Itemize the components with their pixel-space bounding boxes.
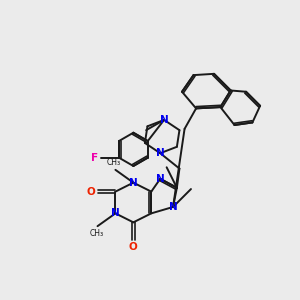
Text: CH₃: CH₃ [107, 158, 121, 167]
Text: F: F [91, 153, 98, 163]
Text: O: O [87, 187, 95, 196]
Text: N: N [160, 115, 169, 125]
Text: N: N [169, 202, 177, 212]
Text: N: N [156, 148, 165, 158]
Text: N: N [156, 174, 165, 184]
Text: O: O [129, 242, 138, 252]
Text: CH₃: CH₃ [89, 230, 103, 238]
Text: N: N [111, 208, 120, 218]
Text: N: N [129, 178, 138, 188]
